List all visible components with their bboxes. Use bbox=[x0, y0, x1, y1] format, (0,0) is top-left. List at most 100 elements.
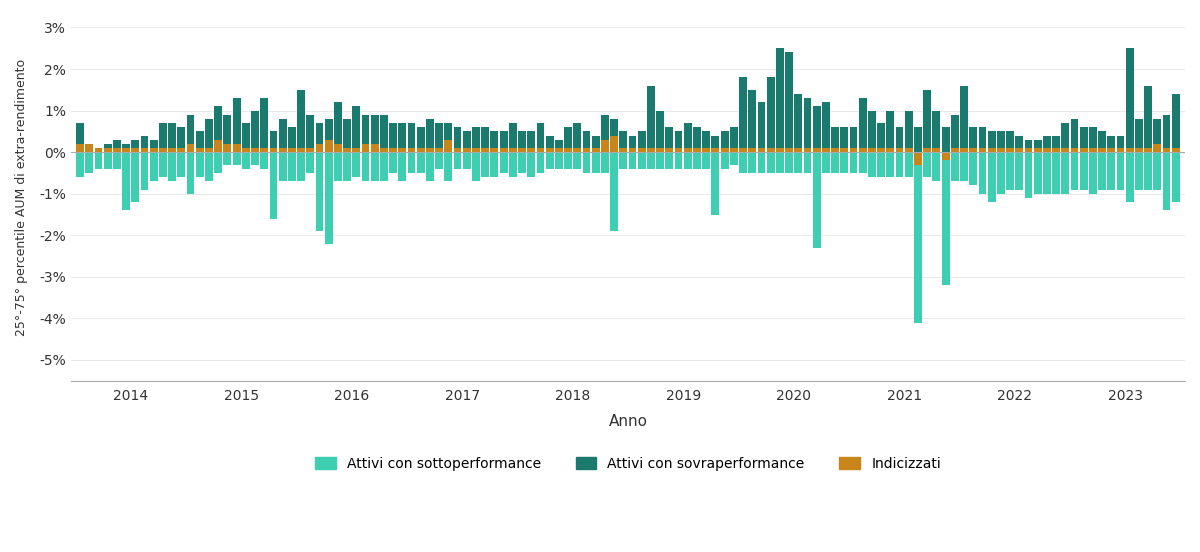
Bar bbox=[1052, 152, 1060, 194]
Bar bbox=[887, 152, 894, 177]
Bar bbox=[757, 152, 766, 173]
Bar bbox=[1080, 127, 1087, 152]
Bar bbox=[122, 152, 130, 210]
Bar bbox=[1043, 148, 1051, 152]
Bar bbox=[325, 140, 332, 152]
Bar bbox=[684, 123, 691, 152]
Bar bbox=[242, 123, 250, 152]
Bar bbox=[1061, 148, 1069, 152]
Bar bbox=[334, 102, 342, 152]
Bar bbox=[436, 123, 443, 152]
Bar bbox=[233, 152, 240, 164]
Bar bbox=[371, 115, 379, 152]
Bar bbox=[877, 123, 886, 152]
Bar bbox=[1006, 152, 1014, 189]
Bar bbox=[804, 152, 811, 173]
Bar bbox=[140, 148, 149, 152]
Bar bbox=[601, 152, 608, 173]
Bar bbox=[122, 144, 130, 152]
Bar bbox=[444, 140, 452, 152]
Bar bbox=[757, 102, 766, 152]
Bar bbox=[306, 152, 314, 173]
Bar bbox=[454, 152, 462, 169]
Bar bbox=[223, 144, 232, 152]
Bar bbox=[499, 131, 508, 152]
Bar bbox=[178, 148, 185, 152]
Bar bbox=[518, 152, 526, 173]
Bar bbox=[1052, 136, 1060, 152]
Bar bbox=[426, 119, 434, 152]
Bar bbox=[988, 152, 996, 202]
Bar bbox=[832, 148, 839, 152]
Bar bbox=[822, 148, 830, 152]
Bar bbox=[712, 136, 719, 152]
Bar bbox=[674, 131, 683, 152]
Bar bbox=[868, 148, 876, 152]
Bar bbox=[1108, 152, 1115, 189]
Bar bbox=[1061, 123, 1069, 152]
Bar bbox=[887, 110, 894, 152]
Bar bbox=[877, 152, 886, 177]
Bar bbox=[278, 119, 287, 152]
Bar bbox=[371, 144, 379, 152]
Bar bbox=[389, 148, 397, 152]
Bar bbox=[767, 148, 774, 152]
Bar bbox=[509, 152, 517, 177]
Bar bbox=[76, 123, 84, 152]
Bar bbox=[1153, 144, 1162, 152]
Bar bbox=[592, 136, 600, 152]
Bar bbox=[914, 152, 922, 322]
Bar bbox=[684, 152, 691, 169]
Bar bbox=[113, 140, 121, 152]
Bar bbox=[196, 152, 204, 177]
Bar bbox=[215, 107, 222, 152]
Bar bbox=[942, 152, 949, 285]
Bar bbox=[1025, 148, 1032, 152]
Bar bbox=[353, 148, 360, 152]
Bar bbox=[325, 152, 332, 243]
Bar bbox=[215, 140, 222, 152]
Bar bbox=[1006, 148, 1014, 152]
Bar bbox=[103, 152, 112, 169]
Bar bbox=[749, 152, 756, 173]
Y-axis label: 25°-75° percentile AUM di extra-rendimento: 25°-75° percentile AUM di extra-rendimen… bbox=[16, 59, 28, 337]
Bar bbox=[712, 148, 719, 152]
Bar bbox=[1025, 152, 1032, 198]
Bar bbox=[914, 127, 922, 152]
Bar bbox=[1033, 152, 1042, 194]
Bar bbox=[592, 152, 600, 173]
Bar bbox=[1006, 131, 1014, 152]
Bar bbox=[131, 148, 139, 152]
Bar bbox=[647, 152, 655, 169]
Bar bbox=[288, 148, 295, 152]
Bar bbox=[794, 148, 802, 152]
Bar bbox=[408, 123, 415, 152]
Bar bbox=[997, 131, 1004, 152]
Bar bbox=[619, 131, 628, 152]
Bar bbox=[316, 152, 323, 231]
Bar bbox=[361, 144, 370, 152]
Bar bbox=[398, 123, 407, 152]
Bar bbox=[749, 148, 756, 152]
Bar bbox=[316, 144, 323, 152]
Bar bbox=[1098, 131, 1106, 152]
Bar bbox=[398, 148, 407, 152]
Bar bbox=[491, 152, 498, 177]
Bar bbox=[1080, 148, 1087, 152]
Bar bbox=[822, 152, 830, 173]
Bar bbox=[776, 48, 784, 152]
Bar bbox=[215, 152, 222, 173]
Bar bbox=[343, 148, 350, 152]
Bar bbox=[306, 115, 314, 152]
Bar bbox=[481, 127, 490, 152]
Bar bbox=[970, 148, 977, 152]
Bar bbox=[1015, 152, 1024, 189]
Bar bbox=[850, 127, 858, 152]
Bar bbox=[95, 148, 102, 152]
Bar bbox=[859, 148, 866, 152]
Bar bbox=[436, 148, 443, 152]
Bar bbox=[371, 152, 379, 181]
Bar bbox=[712, 152, 719, 215]
Bar bbox=[1090, 148, 1097, 152]
Bar bbox=[721, 131, 728, 152]
